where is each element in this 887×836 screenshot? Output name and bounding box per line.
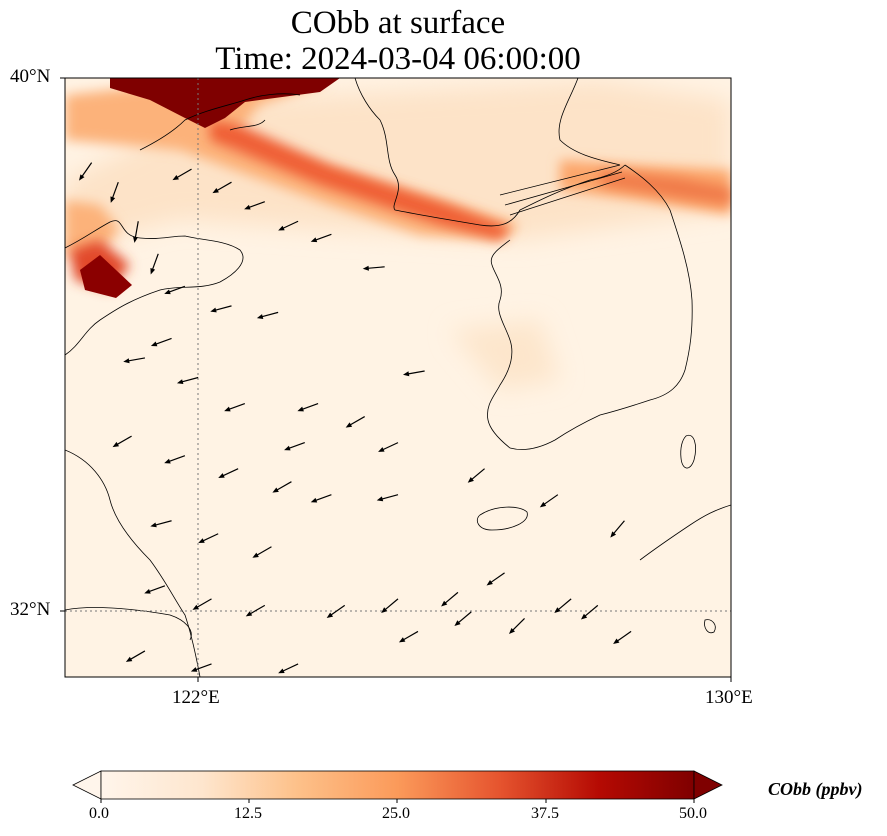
wind-arrow — [79, 162, 93, 181]
wind-arrow — [150, 520, 172, 528]
wind-arrow — [198, 533, 219, 544]
wind-arrow — [441, 591, 459, 607]
wind-arrow — [125, 650, 146, 662]
wind-arrow — [172, 168, 192, 181]
wind-arrow — [284, 442, 305, 451]
colorbar-tick-0: 0.0 — [89, 805, 109, 822]
wind-arrow — [133, 221, 139, 243]
coastlines — [65, 78, 731, 677]
wind-arrow — [252, 546, 272, 558]
map-time: Time: 2024-03-04 06:00:00 — [215, 41, 581, 77]
wind-arrow — [539, 494, 559, 508]
wind-arrow — [398, 630, 419, 643]
axis-ticks — [60, 77, 732, 682]
wind-arrow — [402, 370, 425, 377]
wind-arrow — [454, 611, 472, 627]
wind-arrow — [378, 442, 399, 452]
colorbar-tick-2: 25.0 — [382, 805, 410, 822]
wind-arrow — [190, 663, 212, 672]
wind-arrow — [610, 520, 625, 538]
wind-arrow — [150, 253, 159, 275]
wind-arrow — [256, 311, 279, 319]
cobb-field — [65, 78, 731, 677]
lat-label-32n: 32°N — [10, 599, 51, 620]
wind-arrow — [326, 604, 346, 618]
wind-arrow — [212, 181, 232, 194]
colorbar-over-arrow — [693, 770, 723, 800]
lat-label-40n: 40°N — [10, 66, 51, 87]
wind-arrow — [508, 617, 525, 634]
wind-arrow — [272, 481, 292, 493]
wind-arrow — [176, 376, 199, 385]
wind-arrow — [210, 305, 232, 313]
colorbar-tick-3: 37.5 — [531, 805, 559, 822]
colorbar-under-arrow — [72, 770, 102, 800]
wind-arrow — [580, 604, 599, 620]
plot-frame — [64, 77, 732, 678]
wind-arrow — [123, 357, 146, 364]
wind-arrow — [467, 468, 485, 483]
lon-label-122e: 122°E — [172, 687, 220, 708]
wind-arrow — [224, 402, 246, 412]
wind-arrow — [345, 416, 366, 428]
wind-arrow — [150, 337, 172, 347]
gridlines — [65, 78, 731, 677]
map-title: CObb at surface — [290, 5, 506, 41]
wind-arrow — [244, 201, 266, 210]
wind-arrow — [164, 285, 186, 295]
wind-arrow — [554, 598, 572, 614]
colorbar-gradient — [100, 770, 695, 800]
colorbar-tick-1: 12.5 — [234, 805, 262, 822]
wind-arrow — [218, 468, 239, 478]
wind-arrow — [110, 181, 119, 203]
wind-arrow — [144, 585, 166, 594]
plume-core — [80, 78, 340, 298]
wind-arrow — [278, 220, 299, 231]
wind-arrow — [112, 435, 132, 448]
wind-arrow — [381, 598, 399, 614]
lon-label-130e: 130°E — [705, 687, 753, 708]
wind-arrow — [245, 604, 266, 617]
wind-arrow — [310, 233, 332, 243]
wind-arrow — [297, 402, 319, 412]
wind-arrow — [192, 598, 212, 610]
wind-arrow — [486, 572, 505, 586]
wind-arrow — [376, 494, 399, 502]
wind-arrow — [362, 265, 385, 271]
wind-arrow — [164, 455, 186, 464]
colorbar-tick-4: 50.0 — [679, 805, 707, 822]
wind-arrow — [310, 494, 332, 503]
wind-arrow — [613, 630, 632, 645]
colorbar-label: CObb (ppbv) — [768, 779, 863, 799]
wind-arrow — [278, 663, 299, 674]
wind-vectors — [79, 162, 632, 674]
colorbar — [72, 770, 723, 803]
